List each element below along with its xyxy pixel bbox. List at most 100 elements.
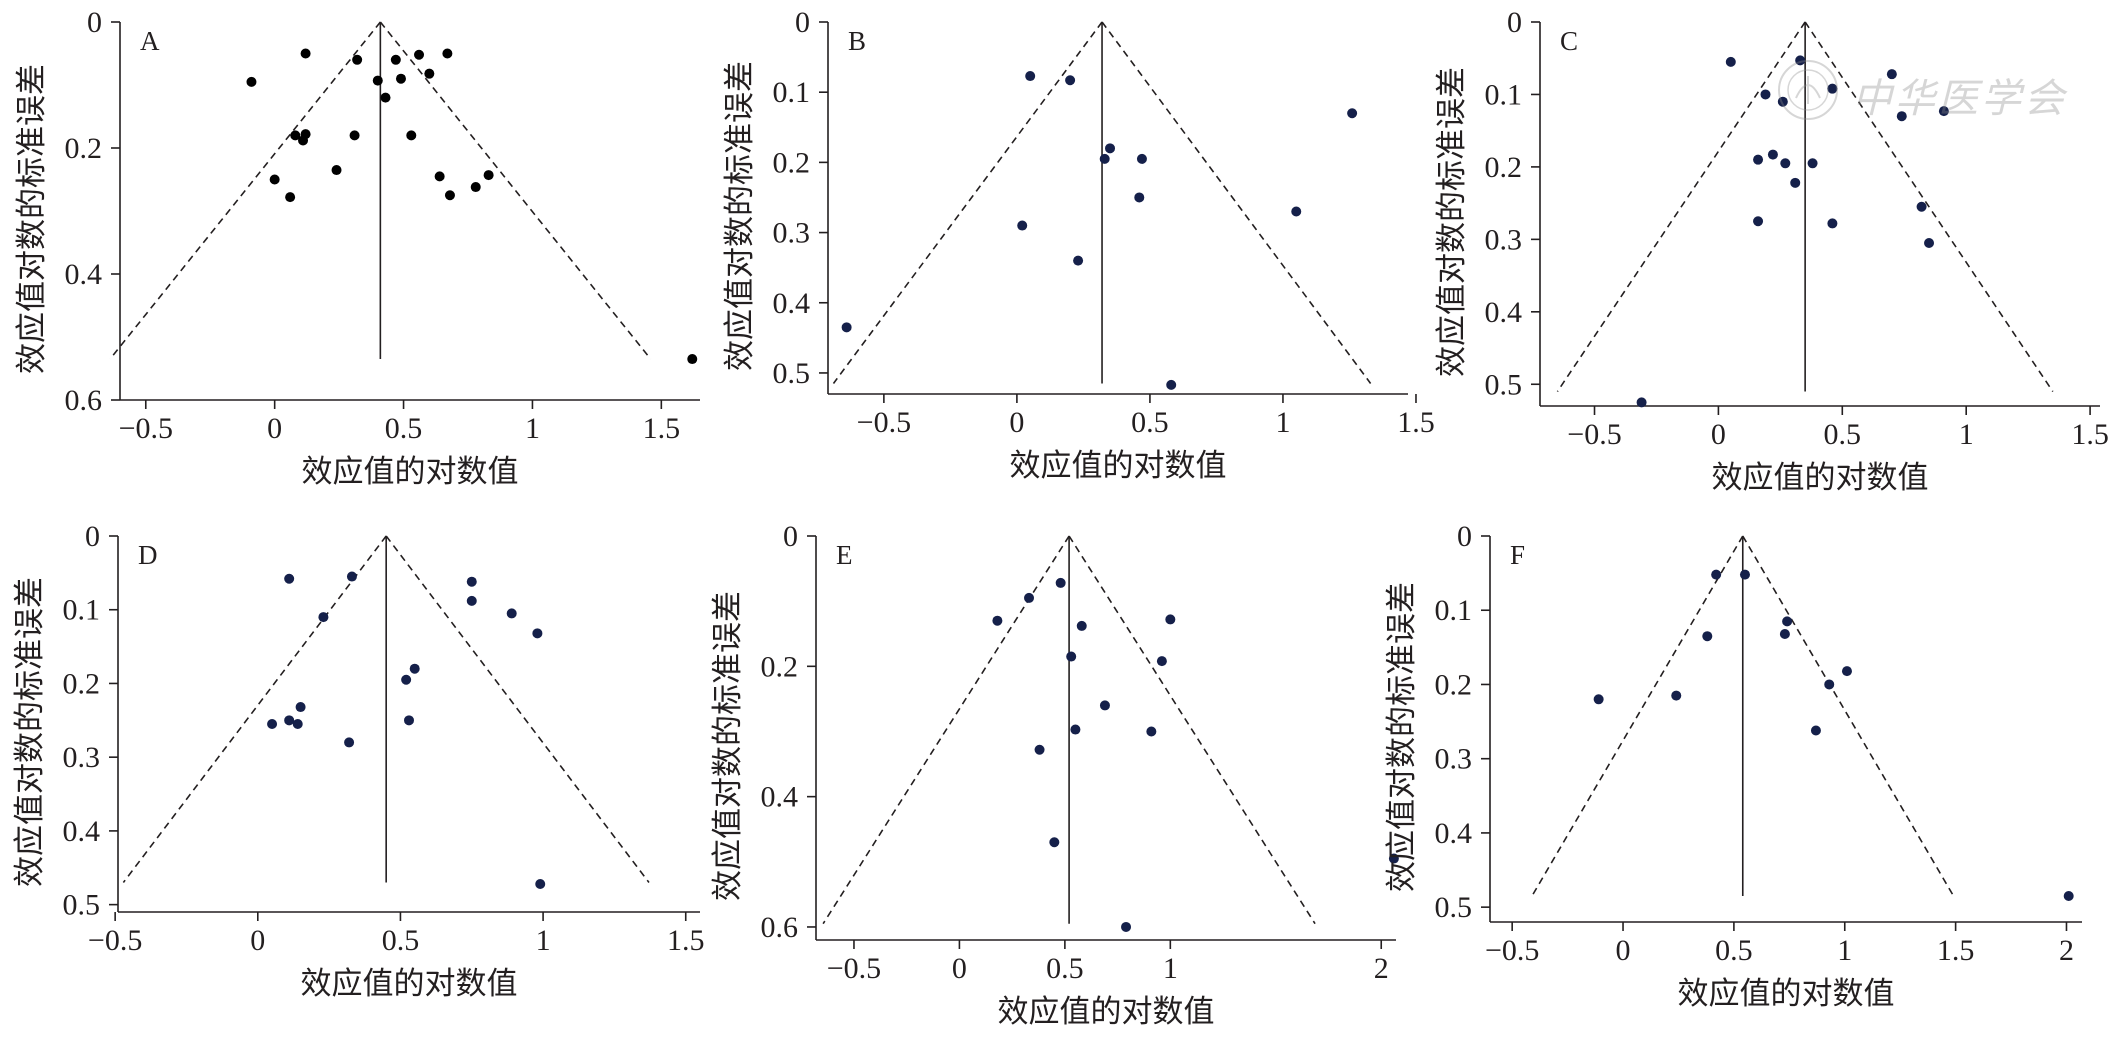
x-tick-label: 1.5: [667, 924, 705, 957]
study-point: [1136, 153, 1147, 164]
y-tick-label: 0.3: [1485, 223, 1523, 256]
study-point: [1896, 111, 1907, 122]
study-point: [1795, 55, 1806, 66]
study-point: [687, 354, 698, 365]
y-tick-label: 0.2: [63, 667, 101, 700]
study-point: [466, 595, 477, 606]
funnel-right-bound: [385, 535, 650, 883]
study-point: [1886, 69, 1897, 80]
y-tick-label: 0.3: [773, 217, 811, 250]
study-point: [331, 165, 342, 176]
y-tick-label: 0.5: [1485, 368, 1523, 401]
study-point: [535, 878, 546, 889]
study-point: [1702, 631, 1713, 642]
y-tick-label: 0.5: [1435, 891, 1473, 924]
x-tick-label: −0.5: [827, 952, 881, 985]
y-tick-label: 0.2: [65, 132, 103, 165]
study-point: [1767, 149, 1778, 160]
study-point: [1105, 143, 1116, 154]
panel-letter: A: [140, 26, 160, 56]
x-tick-label: 0: [1616, 934, 1631, 967]
study-point: [1760, 89, 1771, 100]
y-tick-label: 0.6: [65, 384, 103, 417]
y-axis-title: 效应值对数的标准误差: [1384, 582, 1419, 892]
y-tick-label: 0.5: [63, 889, 101, 922]
x-tick-label: 1: [1275, 406, 1290, 439]
study-point: [1827, 83, 1838, 94]
funnel-right-bound: [1804, 21, 2054, 392]
y-tick-label: 0.2: [1485, 151, 1523, 184]
study-point: [292, 719, 303, 729]
x-tick-label: 2: [1374, 952, 1389, 985]
study-point: [1066, 651, 1077, 662]
study-point: [1166, 379, 1177, 390]
study-point: [1924, 237, 1935, 248]
study-point: [267, 719, 278, 729]
x-tick-label: 0.5: [1131, 406, 1169, 439]
x-tick-label: 0.5: [1715, 934, 1753, 967]
study-point: [466, 576, 477, 587]
study-point: [1121, 921, 1132, 932]
study-point: [409, 663, 420, 674]
y-tick-label: 0.4: [773, 287, 811, 320]
study-point: [1099, 700, 1110, 711]
study-point: [1636, 397, 1647, 408]
study-point: [1810, 725, 1821, 736]
y-tick-label: 0.2: [773, 146, 811, 179]
x-tick-label: 1.5: [643, 412, 681, 445]
y-tick-label: 0: [795, 6, 810, 39]
y-tick-label: 0.3: [63, 741, 101, 774]
panel-letter: D: [138, 540, 158, 570]
study-point: [1024, 592, 1035, 603]
y-tick-label: 0.2: [761, 650, 799, 683]
study-point: [470, 182, 481, 193]
study-point: [406, 130, 417, 141]
y-tick-label: 0.1: [1435, 594, 1473, 627]
study-point: [1824, 679, 1835, 690]
study-point: [2063, 891, 2074, 902]
funnel-right-bound: [1101, 21, 1372, 384]
study-point: [1017, 220, 1028, 231]
study-point: [1753, 154, 1764, 165]
society-seal-icon: [1778, 60, 1838, 120]
y-axis-title: 效应值对数的标准误差: [1434, 67, 1469, 377]
x-axis-title: 效应值的对数值: [302, 454, 519, 489]
y-tick-label: 0: [1507, 6, 1522, 39]
y-tick-label: 0.2: [1435, 668, 1473, 701]
watermark-text: 中华医学会: [1852, 76, 2067, 122]
x-tick-label: 0: [952, 952, 967, 985]
y-tick-label: 0.3: [1435, 743, 1473, 776]
x-tick-label: −0.5: [1485, 934, 1539, 967]
study-point: [1807, 158, 1818, 169]
study-point: [442, 48, 453, 59]
study-point: [1827, 218, 1838, 229]
study-point: [1780, 158, 1791, 169]
study-point: [1777, 96, 1788, 107]
y-tick-label: 0.4: [1435, 817, 1473, 850]
x-tick-label: 0: [267, 412, 282, 445]
y-axis-title: 效应值对数的标准误差: [722, 61, 757, 371]
x-axis-title: 效应值的对数值: [998, 994, 1215, 1029]
study-point: [1593, 694, 1604, 705]
y-tick-label: 0.6: [761, 911, 799, 944]
x-tick-label: −0.5: [119, 412, 173, 445]
x-tick-label: −0.5: [857, 406, 911, 439]
study-point: [1070, 724, 1081, 735]
study-point: [295, 702, 306, 713]
study-point: [380, 92, 391, 103]
study-point: [344, 737, 355, 748]
study-point: [269, 174, 280, 185]
funnel-left-bound: [1531, 535, 1744, 897]
study-point: [318, 612, 329, 623]
x-tick-label: 0: [1009, 406, 1024, 439]
x-tick-label: 2: [2059, 934, 2074, 967]
study-point: [1938, 106, 1949, 117]
x-tick-label: −0.5: [1567, 418, 1621, 451]
funnel-left-bound: [109, 21, 381, 360]
x-tick-label: 1: [525, 412, 540, 445]
funnel-right-bound: [1068, 535, 1316, 925]
y-axis-title: 效应值对数的标准误差: [710, 591, 745, 901]
x-tick-label: 0: [250, 924, 265, 957]
study-point: [298, 135, 309, 146]
